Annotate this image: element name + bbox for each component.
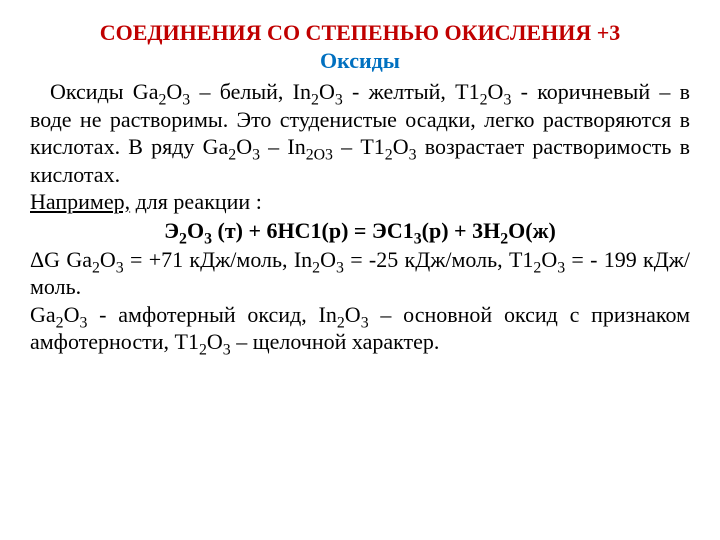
equation: Э2О3 (т) + 6НС1(р) = ЭС13(р) + 3H2O(ж): [30, 218, 690, 244]
sub: 2: [179, 230, 187, 247]
text-frag: O: [320, 247, 336, 272]
text-frag: – белый, In: [190, 79, 311, 104]
text-frag: – щелочной характер.: [231, 329, 440, 354]
text-frag: Э: [164, 218, 179, 243]
sub: 3: [223, 341, 231, 358]
text-frag: О: [64, 302, 80, 327]
text-frag: О: [187, 218, 204, 243]
page-subtitle: Оксиды: [30, 48, 690, 74]
sub: 2: [500, 230, 508, 247]
text-frag: = -25 кДж/моль, Т1: [344, 247, 533, 272]
text-frag: О: [100, 247, 116, 272]
text-frag: О: [488, 79, 504, 104]
text-frag: О: [236, 134, 252, 159]
example-label: Например,: [30, 189, 130, 214]
sub: 2: [312, 259, 320, 276]
sub: 3: [116, 259, 124, 276]
text-frag: - желтый, Т1: [343, 79, 480, 104]
sub: 2: [228, 146, 236, 163]
sub: 2: [199, 341, 207, 358]
text-frag: (р) + 3H: [422, 218, 501, 243]
paragraph-example: Например, для реакции :: [30, 188, 690, 216]
text-frag: – Т1: [333, 134, 385, 159]
sub: 2: [92, 259, 100, 276]
text-frag: Gа: [30, 302, 56, 327]
text-frag: – In: [260, 134, 306, 159]
paragraph-deltag: ΔG Gа2О3 = +71 кДж/моль, In2O3 = -25 кДж…: [30, 246, 690, 301]
text-frag: (т) + 6НС1(р) = ЭС1: [212, 218, 414, 243]
text-frag: ΔG Gа: [30, 247, 92, 272]
sub: 3: [252, 146, 260, 163]
paragraph-oxides: Оксиды Gа2О3 – белый, In2O3 - желтый, Т1…: [30, 78, 690, 188]
sub: 3: [409, 146, 417, 163]
text-frag: О: [541, 247, 557, 272]
text-frag: - амфотерный оксид, In: [87, 302, 336, 327]
page-title: СОЕДИНЕНИЯ СО СТЕПЕНЬЮ ОКИСЛЕНИЯ +3: [30, 20, 690, 46]
sub: 2: [385, 146, 393, 163]
text-frag: O: [319, 79, 335, 104]
sub: 3: [557, 259, 565, 276]
text-frag: O(ж): [508, 218, 556, 243]
text-frag: О: [207, 329, 223, 354]
sub: 3: [414, 230, 422, 247]
text-frag: Оксиды Gа: [50, 79, 158, 104]
text-frag: О: [393, 134, 409, 159]
sub: 3: [204, 230, 212, 247]
text-frag: О: [166, 79, 182, 104]
text-frag: O: [345, 302, 361, 327]
sub: 2О3: [306, 146, 333, 163]
sub: 3: [336, 259, 344, 276]
paragraph-character: Gа2О3 - амфотерный оксид, In2O3 – основн…: [30, 301, 690, 356]
text-frag: = +71 кДж/моль, In: [124, 247, 312, 272]
text-frag: для реакции :: [130, 189, 262, 214]
